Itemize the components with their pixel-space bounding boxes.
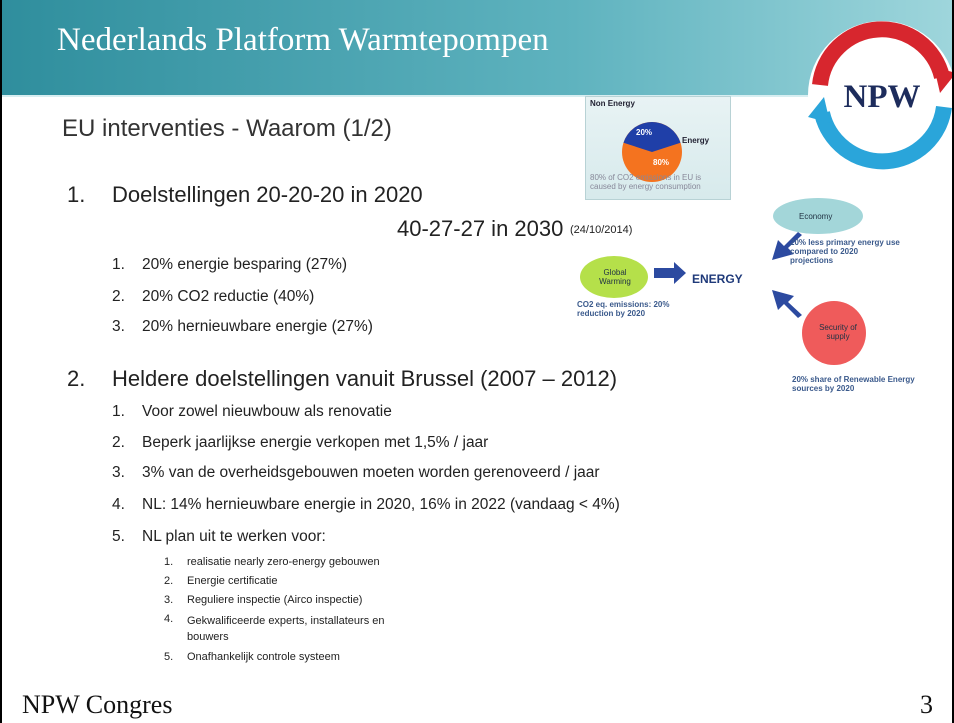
subsubitem: realisatie nearly zero-energy gebouwen bbox=[187, 556, 380, 568]
marker: 2. bbox=[164, 575, 173, 587]
economy: Economy bbox=[799, 212, 832, 221]
slide: Nederlands Platform Warmtepompen NPW EU … bbox=[0, 0, 954, 723]
subtitle: EU interventies - Waarom (1/2) bbox=[62, 115, 392, 143]
security: Security of supply bbox=[818, 323, 858, 341]
subitem: 20% energie besparing (27%) bbox=[142, 256, 347, 274]
pie-small: 20% bbox=[636, 128, 652, 137]
subsubitem: Reguliere inspectie (Airco inspectie) bbox=[187, 594, 362, 606]
marker: 1. bbox=[112, 403, 125, 421]
security-note: 20% share of Renewable Energy sources by… bbox=[792, 375, 932, 393]
pie-large: 80% bbox=[653, 158, 669, 167]
marker: 1. bbox=[164, 556, 173, 568]
marker: 5. bbox=[112, 528, 125, 546]
subitem: 20% hernieuwbare energie (27%) bbox=[142, 318, 373, 336]
marker: 1. bbox=[67, 182, 85, 208]
subitem: Voor zowel nieuwbouw als renovatie bbox=[142, 403, 392, 421]
marker: 1. bbox=[112, 256, 125, 274]
marker: 3. bbox=[112, 318, 125, 336]
marker: 3. bbox=[164, 594, 173, 606]
marker: 2. bbox=[112, 434, 125, 452]
subitem: 3% van de overheidsgebouwen moeten worde… bbox=[142, 464, 600, 482]
pie-label: Energy bbox=[682, 136, 709, 145]
marker: 2. bbox=[112, 288, 125, 306]
subitem: 20% CO2 reductie (40%) bbox=[142, 288, 314, 306]
subsubitem: Energie certificatie bbox=[187, 575, 278, 587]
global-note: CO2 eq. emissions: 20% reduction by 2020 bbox=[577, 300, 677, 318]
marker: 4. bbox=[164, 613, 173, 625]
center: ENERGY bbox=[692, 272, 743, 286]
marker: 3. bbox=[112, 464, 125, 482]
pie-title: Non Energy bbox=[590, 99, 635, 108]
marker: 5. bbox=[164, 651, 173, 663]
marker: 4. bbox=[112, 496, 125, 514]
pie-caption: 80% of CO2 emissions in EU is caused by … bbox=[590, 173, 720, 191]
subsubitem: Gekwalificeerde experts, installateurs e… bbox=[187, 613, 402, 645]
item: Doelstellingen 20-20-20 in 2020 bbox=[112, 182, 423, 208]
footer-left: NPW Congres bbox=[22, 690, 172, 720]
subitem: NL plan uit te werken voor: bbox=[142, 528, 326, 546]
item-line: 40-27-27 in 2030 bbox=[397, 216, 563, 242]
subitem: NL: 14% hernieuwbare energie in 2020, 16… bbox=[142, 496, 620, 514]
marker: 2. bbox=[67, 366, 85, 392]
economy-note: 20% less primary energy use compared to … bbox=[790, 238, 900, 265]
title: Nederlands Platform Warmtepompen bbox=[57, 22, 549, 59]
page-number: 3 bbox=[920, 690, 933, 720]
global: Global Warming bbox=[598, 268, 632, 286]
item: Heldere doelstellingen vanuit Brussel (2… bbox=[112, 366, 617, 392]
subitem: Beperk jaarlijkse energie verkopen met 1… bbox=[142, 434, 488, 452]
subsubitem: Onafhankelijk controle systeem bbox=[187, 651, 340, 663]
